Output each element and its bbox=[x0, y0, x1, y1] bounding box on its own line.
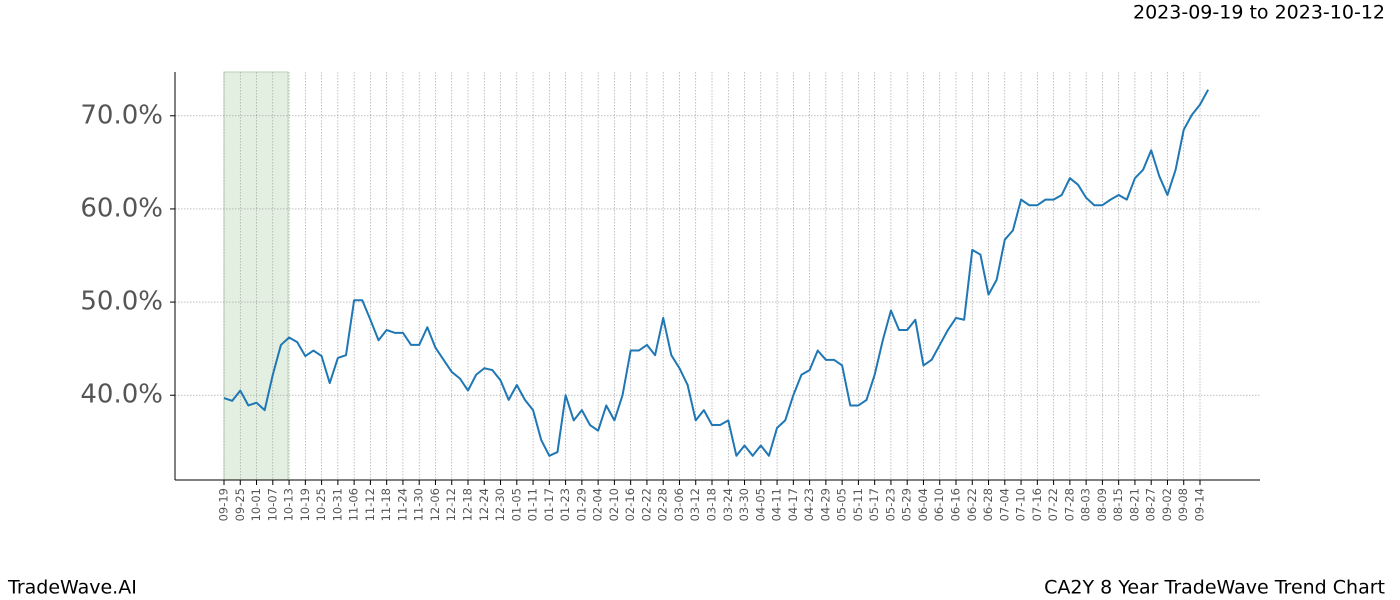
x-tick-label: 02-16 bbox=[623, 488, 637, 521]
x-tick-label: 05-23 bbox=[883, 488, 897, 521]
x-tick-label: 01-11 bbox=[526, 488, 540, 521]
x-tick-label: 12-24 bbox=[477, 488, 491, 521]
x-tick-label: 02-10 bbox=[607, 488, 621, 521]
x-tick-label: 06-22 bbox=[965, 488, 979, 521]
x-tick-label: 12-18 bbox=[461, 488, 475, 521]
x-tick-label: 08-27 bbox=[1144, 488, 1158, 521]
x-tick-label: 08-03 bbox=[1079, 488, 1093, 521]
x-tick-label: 05-29 bbox=[900, 488, 914, 521]
x-tick-label: 06-16 bbox=[949, 488, 963, 521]
x-tick-label: 04-11 bbox=[770, 488, 784, 521]
y-tick-label: 40.0% bbox=[80, 380, 163, 410]
x-tick-label: 03-24 bbox=[721, 488, 735, 521]
x-tick-label: 06-04 bbox=[916, 488, 930, 521]
x-tick-label: 07-22 bbox=[1046, 488, 1060, 521]
x-tick-label: 07-28 bbox=[1062, 488, 1076, 521]
x-tick-label: 10-01 bbox=[249, 488, 263, 521]
brand: TradeWave.AI bbox=[7, 577, 137, 599]
x-tick-label: 10-19 bbox=[298, 488, 312, 521]
y-tick-label: 70.0% bbox=[80, 100, 163, 130]
x-tick-label: 11-18 bbox=[379, 488, 393, 521]
trend-line bbox=[223, 89, 1210, 457]
x-tick-label: 09-25 bbox=[233, 488, 247, 521]
y-tick-label: 60.0% bbox=[80, 193, 163, 223]
x-tick-label: 01-17 bbox=[542, 488, 556, 521]
x-tick-label: 02-04 bbox=[591, 488, 605, 521]
x-tick-label: 01-05 bbox=[509, 488, 523, 521]
x-tick-label: 08-21 bbox=[1127, 488, 1141, 521]
x-tick-label: 06-10 bbox=[932, 488, 946, 521]
x-tick-label: 05-05 bbox=[835, 488, 849, 521]
x-tick-label: 08-09 bbox=[1095, 488, 1109, 521]
x-tick-label: 04-29 bbox=[818, 488, 832, 521]
x-tick-label: 08-15 bbox=[1111, 488, 1125, 521]
x-tick-label: 01-23 bbox=[558, 488, 572, 521]
x-tick-label: 09-08 bbox=[1176, 488, 1190, 521]
x-tick-label: 12-12 bbox=[444, 488, 458, 521]
date-range: 2023-09-19 to 2023-10-12 bbox=[1133, 2, 1385, 24]
x-tick-label: 07-16 bbox=[1030, 488, 1044, 521]
x-tick-label: 10-25 bbox=[314, 488, 328, 521]
x-tick-label: 09-02 bbox=[1160, 488, 1174, 521]
x-tick-label: 06-28 bbox=[981, 488, 995, 521]
x-tick-label: 03-06 bbox=[672, 488, 686, 521]
x-tick-label: 11-24 bbox=[395, 488, 409, 521]
x-tick-label: 07-10 bbox=[1014, 488, 1028, 521]
x-tick-label: 12-30 bbox=[493, 488, 507, 521]
x-tick-label: 10-07 bbox=[265, 488, 279, 521]
x-tick-label: 10-31 bbox=[330, 488, 344, 521]
x-tick-label: 05-11 bbox=[851, 488, 865, 521]
x-tick-label: 09-14 bbox=[1193, 488, 1207, 521]
x-tick-label: 03-18 bbox=[705, 488, 719, 521]
x-tick-label: 05-17 bbox=[867, 488, 881, 521]
chart-title: CA2Y 8 Year TradeWave Trend Chart bbox=[1044, 577, 1385, 599]
x-tick-label: 11-30 bbox=[412, 488, 426, 521]
x-tick-label: 02-28 bbox=[656, 488, 670, 521]
x-tick-label: 03-30 bbox=[737, 488, 751, 521]
x-tick-label: 10-13 bbox=[282, 488, 296, 521]
x-tick-label: 12-06 bbox=[428, 488, 442, 521]
x-tick-label: 01-29 bbox=[574, 488, 588, 521]
x-tick-label: 07-04 bbox=[997, 488, 1011, 521]
highlight-span bbox=[223, 71, 289, 481]
y-tick-label: 50.0% bbox=[80, 287, 163, 317]
x-tick-label: 02-22 bbox=[639, 488, 653, 521]
x-tick-label: 04-23 bbox=[802, 488, 816, 521]
x-tick-label: 03-12 bbox=[688, 488, 702, 521]
x-tick-label: 04-17 bbox=[786, 488, 800, 521]
x-tick-label: 09-19 bbox=[217, 488, 231, 521]
x-tick-label: 04-05 bbox=[753, 488, 767, 521]
x-tick-label: 11-12 bbox=[363, 488, 377, 521]
x-tick-label: 11-06 bbox=[347, 488, 361, 521]
